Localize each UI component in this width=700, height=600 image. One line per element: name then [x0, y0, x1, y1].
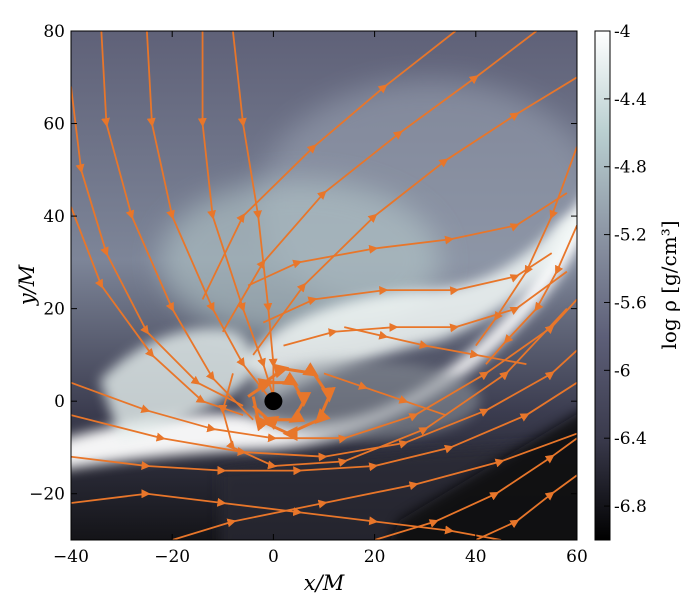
- colorbar-ticks: -4 -4.4 -4.8 -5.2 -5.6 -6 -6.4 -6.8: [604, 22, 647, 517]
- x-tick-label: −40: [53, 547, 89, 567]
- velocity-streamlines: [71, 31, 577, 540]
- streamline: [71, 86, 244, 407]
- colorbar-tick-label: -5.6: [614, 293, 647, 313]
- x-tick-label: −20: [154, 547, 190, 567]
- x-axis-ticks: −40 −20 0 20 40 60: [53, 31, 588, 567]
- x-tick-label: 40: [465, 547, 487, 567]
- density-field: [71, 31, 577, 540]
- y-tick-label: −20: [29, 485, 65, 505]
- y-tick-label: 0: [54, 392, 65, 412]
- x-axis-label: x/M: [304, 571, 345, 595]
- streamline: [374, 437, 577, 540]
- black-hole-marker: [264, 392, 283, 411]
- streamline: [283, 270, 568, 347]
- y-axis-ticks: −20 0 20 40 60 80: [29, 22, 577, 505]
- colorbar-tick-label: -6: [614, 361, 631, 381]
- streamline: [485, 224, 577, 365]
- x-tick-label: 20: [364, 547, 386, 567]
- colorbar-tick-label: -6.8: [614, 497, 647, 517]
- y-tick-label: 40: [43, 207, 65, 227]
- streamline: [344, 326, 527, 366]
- y-tick-label: 80: [43, 22, 65, 42]
- streamline: [323, 372, 446, 416]
- colorbar-label: log ρ [g/cm³]: [657, 220, 681, 349]
- colorbar-tick-label: -6.4: [614, 429, 647, 449]
- x-tick-label: 0: [268, 547, 279, 567]
- y-tick-label: 60: [43, 115, 65, 135]
- streamline: [252, 76, 577, 356]
- y-axis-label: y/M: [15, 264, 39, 306]
- colorbar-tick-label: -5.2: [614, 226, 647, 246]
- x-tick-label: 60: [566, 547, 588, 567]
- colorbar-tick-label: -4: [614, 22, 631, 42]
- streamline: [247, 371, 312, 430]
- colorbar-tick-label: -4.4: [614, 90, 647, 110]
- colorbar-tick-label: -4.8: [614, 158, 647, 178]
- y-tick-label: 20: [43, 300, 65, 320]
- streamline: [475, 474, 577, 540]
- colorbar: [594, 30, 611, 541]
- plot-frame: [70, 30, 578, 541]
